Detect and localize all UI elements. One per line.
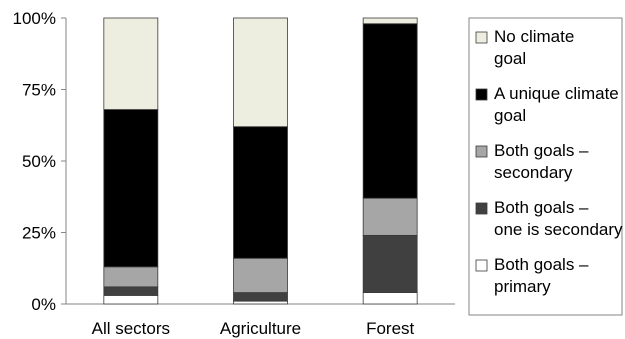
- bar-segment: [362, 17, 418, 25]
- bar-segment: [103, 17, 159, 110]
- y-tick-label: 100%: [13, 9, 56, 28]
- legend: No climate goal A unique climate goal Both g…: [468, 17, 623, 316]
- legend-swatch: [475, 259, 488, 272]
- x-category-label: All sectors: [92, 319, 170, 338]
- legend-swatch: [475, 31, 488, 44]
- y-tick-labels: 0% 25% 50% 75% 100%: [13, 9, 56, 314]
- y-tick-label: 25%: [22, 224, 56, 243]
- bars: [103, 17, 418, 305]
- bar-segment: [362, 292, 418, 305]
- legend-label: Both goals – primary: [494, 255, 589, 296]
- bar-segment: [362, 197, 418, 236]
- x-category-label: Forest: [366, 319, 414, 338]
- bar-segment: [233, 17, 288, 128]
- legend-label: Both goals – secondary: [494, 141, 589, 182]
- bar-segment: [362, 23, 418, 199]
- legend-swatch: [475, 202, 488, 215]
- bar-segment: [362, 234, 418, 293]
- bar-segment: [103, 266, 159, 288]
- legend-box: [468, 17, 623, 316]
- bar-segment: [103, 286, 159, 296]
- legend-label: A unique climate goal: [494, 84, 619, 125]
- y-tick-label: 0%: [31, 295, 56, 314]
- legend-swatch: [475, 88, 488, 101]
- x-category-label: Agriculture: [220, 319, 301, 338]
- x-category-labels: All sectors Agriculture Forest: [92, 319, 415, 338]
- bar-segment: [233, 126, 288, 259]
- y-tick-label: 75%: [22, 81, 56, 100]
- bar-segment: [233, 257, 288, 293]
- legend-label: No climate goal: [494, 27, 574, 68]
- legend-label: Both goals – one is secondary: [494, 198, 623, 239]
- bar-segment: [233, 292, 288, 302]
- bar-segment: [103, 109, 159, 268]
- bar-segment: [103, 295, 159, 305]
- legend-swatch: [475, 145, 488, 158]
- bar-segment: [233, 300, 288, 305]
- y-tick-label: 50%: [22, 152, 56, 171]
